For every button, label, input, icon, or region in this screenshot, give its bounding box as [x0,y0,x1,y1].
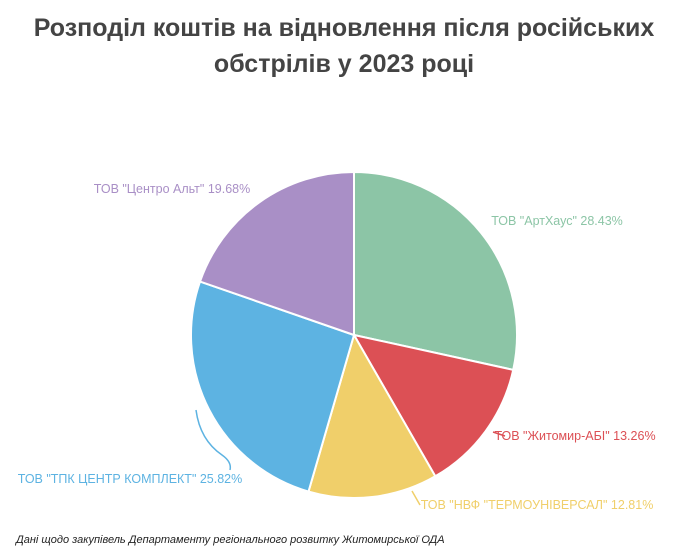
pie-slice-4 [190,280,356,493]
chart-title: Розподіл коштів на відновлення після рос… [0,10,688,82]
slice-label-1: ТОВ "АртХаус" 28.43% [491,214,623,228]
slice-label-4: ТОВ "ТПК ЦЕНТР КОМПЛЕКТ" 25.82% [18,472,243,486]
pie-slice-2 [352,333,515,478]
leader-line-3 [411,490,421,506]
leader-line-2 [492,431,506,437]
pie-slice-5 [198,170,355,337]
pie-slice-3 [307,332,437,499]
source-note: Дані щодо закупівель Департаменту регіон… [16,534,445,546]
chart-title-line-2: обстрілів у 2023 році [213,50,475,78]
pie-slice-1 [353,170,518,372]
slice-label-5: ТОВ "Центро Альт" 19.68% [94,182,250,196]
leader-line-4 [195,409,232,471]
chart-title-line-1: Розподіл коштів на відновлення після рос… [33,14,655,42]
slice-label-3: ТОВ "НВФ "ТЕРМОУНІВЕРСАЛ" 12.81% [421,498,654,512]
slice-label-2: ТОВ "Житомир-АБІ" 13.26% [494,429,655,443]
